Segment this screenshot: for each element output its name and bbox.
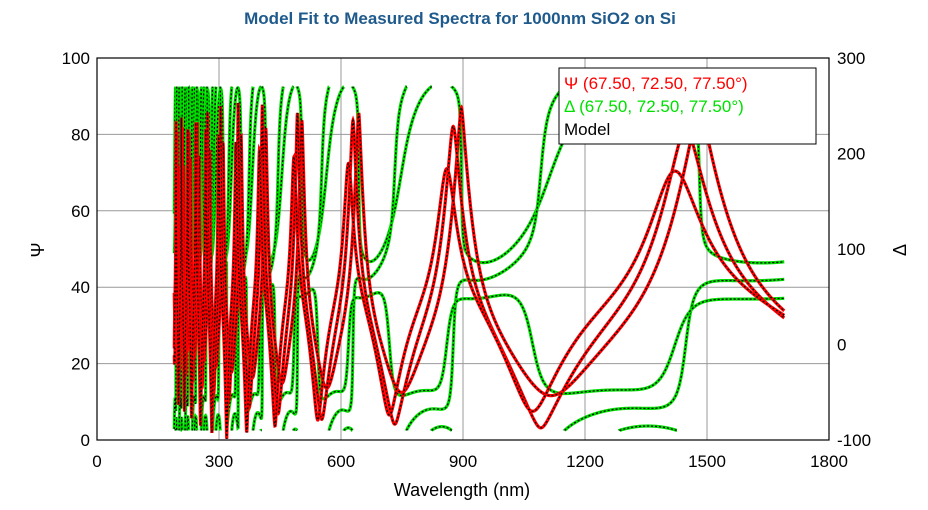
y-left-tick-label: 60 bbox=[71, 202, 90, 221]
delta-measured-line bbox=[430, 425, 453, 432]
series-layer bbox=[172, 84, 786, 439]
y-right-tick-label: 300 bbox=[837, 49, 865, 68]
y-right-tick-label: -100 bbox=[837, 431, 871, 450]
delta-measured-line bbox=[405, 85, 566, 431]
x-tick-label: 900 bbox=[449, 452, 477, 471]
y-right-tick-label: 200 bbox=[837, 145, 865, 164]
y-left-tick-label: 40 bbox=[71, 278, 90, 297]
y-left-tick-label: 100 bbox=[62, 49, 90, 68]
delta-model-line bbox=[180, 416, 183, 432]
delta-model-line bbox=[292, 428, 298, 431]
delta-model-line bbox=[215, 413, 221, 431]
x-tick-label: 0 bbox=[92, 452, 101, 471]
y-right-tick-label: 100 bbox=[837, 240, 865, 259]
x-tick-labels: 0 300 600 900 1200 1500 1800 bbox=[92, 452, 848, 471]
psi-model-line bbox=[173, 117, 785, 439]
delta-model-line bbox=[282, 86, 330, 431]
delta-model-line bbox=[252, 86, 284, 431]
plot-frame bbox=[96, 57, 830, 441]
y-right-tick-labels: -100 0 100 200 300 bbox=[837, 49, 871, 450]
delta-model-line bbox=[564, 278, 785, 431]
y-left-tick-label: 20 bbox=[71, 355, 90, 374]
chart-title: Model Fit to Measured Spectra for 1000nm… bbox=[244, 9, 676, 28]
delta-model-line bbox=[193, 414, 198, 431]
x-tick-label: 1500 bbox=[688, 452, 726, 471]
legend-box bbox=[558, 67, 817, 145]
x-tick-label: 600 bbox=[327, 452, 355, 471]
delta-model-line bbox=[431, 426, 453, 432]
delta-model-line bbox=[186, 416, 190, 431]
legend-entry-model: Model bbox=[564, 120, 610, 139]
delta-model-line bbox=[203, 414, 208, 431]
legend-entry-delta: Δ (67.50, 72.50, 77.50°) bbox=[564, 97, 744, 116]
legend: Ψ (67.50, 72.50, 77.50°) Δ (67.50, 72.50… bbox=[558, 67, 817, 145]
delta-model-line bbox=[231, 86, 254, 431]
y-left-axis-label: Ψ bbox=[28, 242, 48, 257]
legend-entry-psi: Ψ (67.50, 72.50, 77.50°) bbox=[564, 74, 748, 93]
y-right-tick-label: 0 bbox=[837, 336, 846, 355]
x-tick-label: 1200 bbox=[566, 452, 604, 471]
delta-model-line bbox=[343, 427, 353, 432]
x-tick-label: 1800 bbox=[810, 452, 848, 471]
delta-model-line bbox=[618, 425, 678, 432]
y-right-axis-label: Δ bbox=[890, 244, 910, 256]
y-left-tick-label: 80 bbox=[71, 125, 90, 144]
x-tick-label: 300 bbox=[205, 452, 233, 471]
x-axis-label: Wavelength (nm) bbox=[394, 480, 530, 500]
delta-model-line bbox=[175, 417, 178, 431]
y-left-tick-labels: 0 20 40 60 80 100 bbox=[62, 49, 90, 450]
delta-model-line bbox=[676, 86, 785, 264]
y-left-tick-label: 0 bbox=[81, 431, 90, 450]
